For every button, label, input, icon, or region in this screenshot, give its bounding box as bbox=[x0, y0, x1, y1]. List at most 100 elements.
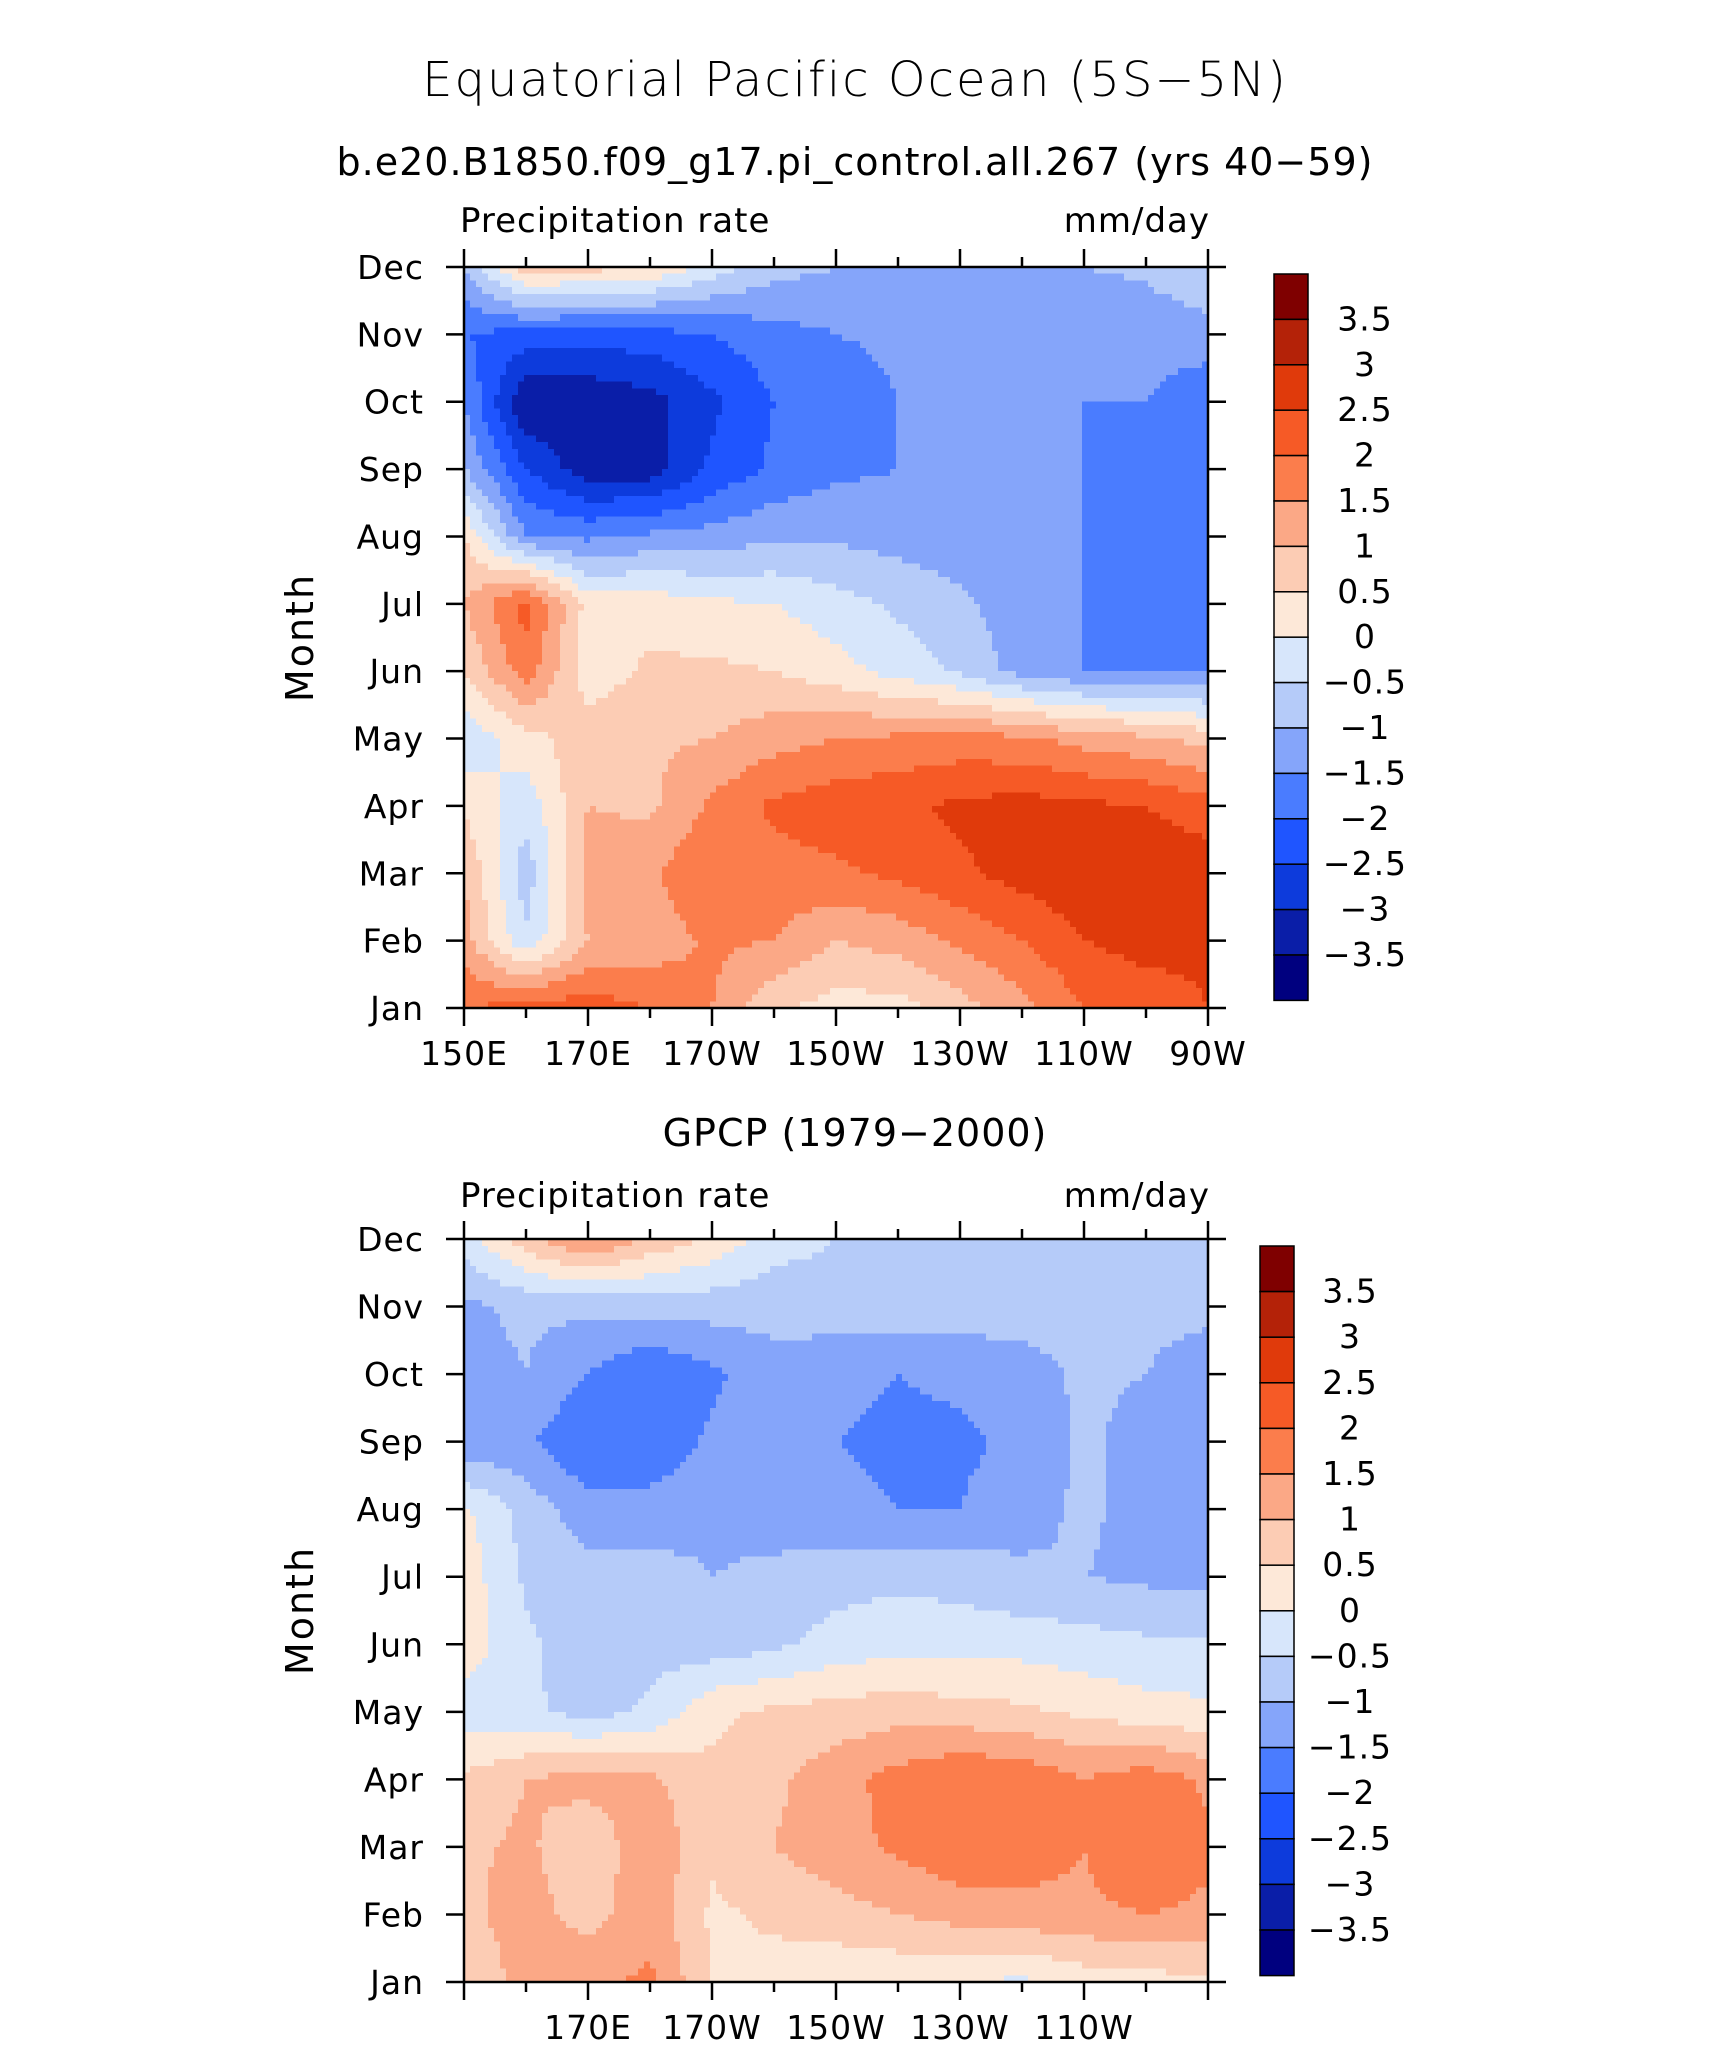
heatmap-cell bbox=[692, 394, 699, 403]
heatmap-cell bbox=[950, 421, 957, 430]
heatmap-cell bbox=[752, 529, 759, 538]
heatmap-cell bbox=[1004, 455, 1011, 463]
heatmap-cell bbox=[728, 522, 735, 531]
heatmap-cell bbox=[572, 435, 579, 443]
heatmap-cell bbox=[1016, 522, 1023, 531]
heatmap-cell bbox=[1010, 354, 1017, 362]
heatmap-cell bbox=[554, 327, 561, 335]
heatmap-cell bbox=[494, 442, 501, 450]
heatmap-cell bbox=[782, 394, 789, 403]
heatmap-cell bbox=[1046, 455, 1053, 463]
heatmap-cell bbox=[650, 368, 657, 376]
heatmap-cell bbox=[536, 273, 543, 282]
heatmap-cell bbox=[728, 442, 735, 450]
heatmap-cell bbox=[764, 401, 771, 410]
heatmap-cell bbox=[1064, 307, 1071, 315]
heatmap-cell bbox=[980, 462, 987, 470]
heatmap-cell bbox=[1190, 502, 1197, 511]
heatmap-cell bbox=[560, 536, 567, 544]
heatmap-cell bbox=[932, 300, 939, 309]
heatmap-cell bbox=[1016, 415, 1023, 423]
heatmap-cell bbox=[488, 502, 495, 511]
heatmap-cell bbox=[524, 314, 531, 322]
heatmap-cell bbox=[1118, 273, 1125, 282]
heatmap-cell bbox=[962, 314, 969, 322]
heatmap-cell bbox=[692, 462, 699, 470]
heatmap-cell bbox=[578, 334, 585, 342]
heatmap-cell bbox=[572, 280, 579, 288]
heatmap-cell bbox=[986, 341, 993, 349]
heatmap-cell bbox=[788, 320, 795, 329]
heatmap-cell bbox=[650, 435, 657, 443]
heatmap-cell bbox=[1058, 489, 1065, 497]
heatmap-cell bbox=[1148, 522, 1155, 531]
heatmap-cell bbox=[896, 287, 903, 295]
heatmap-cell bbox=[728, 267, 735, 275]
heatmap-cell bbox=[956, 341, 963, 349]
heatmap-cell bbox=[902, 455, 909, 463]
heatmap-cell bbox=[608, 273, 615, 282]
heatmap-cell bbox=[956, 347, 963, 356]
heatmap-cell bbox=[914, 448, 921, 457]
heatmap-cell bbox=[800, 300, 807, 309]
heatmap-cell bbox=[704, 462, 711, 470]
heatmap-cell bbox=[962, 516, 969, 524]
heatmap-cell bbox=[1136, 509, 1143, 517]
heatmap-cell bbox=[704, 300, 711, 309]
heatmap-cell bbox=[668, 334, 675, 342]
heatmap-cell bbox=[1034, 273, 1041, 282]
heatmap-cell bbox=[1184, 293, 1191, 302]
heatmap-cell bbox=[992, 341, 999, 349]
heatmap-cell bbox=[788, 435, 795, 443]
heatmap-cell bbox=[866, 462, 873, 470]
heatmap-cell bbox=[1124, 347, 1131, 356]
heatmap-cell bbox=[542, 428, 549, 437]
heatmap-cell bbox=[734, 327, 741, 335]
heatmap-cell bbox=[518, 273, 525, 282]
heatmap-cell bbox=[758, 502, 765, 511]
heatmap-cell bbox=[812, 388, 819, 396]
heatmap-cell bbox=[980, 408, 987, 416]
heatmap-cell bbox=[470, 462, 477, 470]
heatmap-cell bbox=[1088, 394, 1095, 403]
heatmap-cell bbox=[476, 347, 483, 356]
heatmap-cell bbox=[632, 388, 639, 396]
heatmap-cell bbox=[818, 509, 825, 517]
heatmap-cell bbox=[1130, 394, 1137, 403]
heatmap-cell bbox=[662, 462, 669, 470]
heatmap-cell bbox=[704, 327, 711, 335]
heatmap-cell bbox=[578, 327, 585, 335]
heatmap-cell bbox=[800, 280, 807, 288]
heatmap-cell bbox=[650, 327, 657, 335]
heatmap-cell bbox=[950, 394, 957, 403]
heatmap-cell bbox=[1064, 502, 1071, 511]
heatmap-cell bbox=[932, 341, 939, 349]
heatmap-cell bbox=[1004, 435, 1011, 443]
heatmap-cell bbox=[1004, 482, 1011, 490]
heatmap-cell bbox=[506, 300, 513, 309]
heatmap-cell bbox=[638, 482, 645, 490]
heatmap-cell bbox=[902, 347, 909, 356]
heatmap-cell bbox=[716, 341, 723, 349]
heatmap-cell bbox=[1190, 341, 1197, 349]
heatmap-cell bbox=[1004, 273, 1011, 282]
heatmap-cell bbox=[890, 509, 897, 517]
heatmap-cell bbox=[812, 341, 819, 349]
heatmap-cell bbox=[806, 475, 813, 484]
heatmap-cell bbox=[548, 300, 555, 309]
heatmap-cell bbox=[878, 489, 885, 497]
heatmap-cell bbox=[1004, 374, 1011, 383]
heatmap-cell bbox=[542, 267, 549, 275]
heatmap-cell bbox=[620, 415, 627, 423]
heatmap-cell bbox=[1028, 529, 1035, 538]
heatmap-cell bbox=[722, 327, 729, 335]
heatmap-cell bbox=[1154, 421, 1161, 430]
heatmap-cell bbox=[908, 354, 915, 362]
heatmap-cell bbox=[1148, 307, 1155, 315]
heatmap-cell bbox=[788, 529, 795, 538]
heatmap-cell bbox=[488, 482, 495, 490]
heatmap-cell bbox=[518, 300, 525, 309]
heatmap-cell bbox=[1022, 334, 1029, 342]
heatmap-cell bbox=[782, 509, 789, 517]
heatmap-cell bbox=[938, 428, 945, 437]
